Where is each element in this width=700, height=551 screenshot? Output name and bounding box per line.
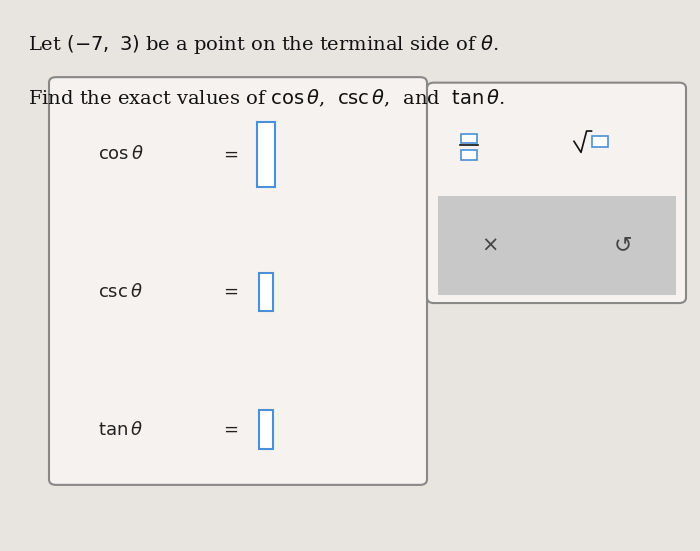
Text: ×: × bbox=[481, 235, 498, 255]
FancyBboxPatch shape bbox=[49, 77, 427, 485]
Text: =: = bbox=[223, 145, 239, 163]
Bar bbox=[438, 196, 676, 295]
Text: $\cos \theta$: $\cos \theta$ bbox=[98, 145, 144, 163]
Text: $\tan \theta$: $\tan \theta$ bbox=[98, 421, 143, 439]
Text: Let $(-7,\ 3)$ be a point on the terminal side of $\theta$.: Let $(-7,\ 3)$ be a point on the termina… bbox=[28, 33, 499, 56]
Bar bbox=[259, 273, 273, 311]
Bar bbox=[258, 122, 274, 186]
FancyBboxPatch shape bbox=[427, 83, 686, 303]
Text: ↺: ↺ bbox=[614, 235, 632, 255]
Bar bbox=[592, 136, 608, 147]
Text: =: = bbox=[223, 421, 239, 439]
Bar bbox=[259, 410, 273, 449]
Bar bbox=[461, 150, 477, 160]
Text: $\csc \theta$: $\csc \theta$ bbox=[98, 283, 143, 301]
Bar bbox=[461, 134, 477, 143]
Text: Find the exact values of $\cos\theta$,  $\csc\theta$,  and  $\tan\theta$.: Find the exact values of $\cos\theta$, $… bbox=[28, 88, 505, 110]
Text: =: = bbox=[223, 283, 239, 301]
